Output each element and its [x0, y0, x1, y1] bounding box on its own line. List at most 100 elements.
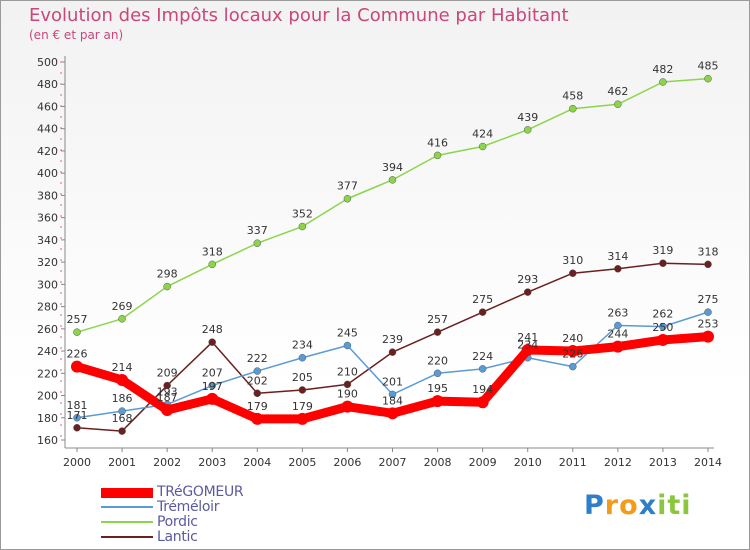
data-point-3-8 [433, 328, 442, 336]
data-point-3-14 [704, 260, 712, 269]
data-label-0-1: 214 [112, 361, 133, 374]
data-point-2-5 [298, 222, 307, 231]
chart-title: Evolution des Impôts locaux pour la Comm… [29, 5, 569, 26]
data-label-3-2: 209 [157, 367, 178, 380]
data-point-1-7 [388, 390, 397, 399]
data-point-1-0 [73, 414, 81, 422]
data-point-3-4 [253, 389, 262, 398]
y-tick-label: 200 [37, 390, 58, 403]
data-label-1-0: 181 [67, 399, 88, 412]
data-label-1-14: 275 [698, 293, 719, 306]
data-point-3-12 [614, 265, 622, 273]
data-label-0-6: 190 [337, 388, 358, 401]
x-tick-label: 2012 [604, 456, 632, 469]
data-label-2-10: 439 [517, 111, 538, 124]
data-label-1-11: 226 [562, 348, 583, 361]
data-point-3-13 [659, 259, 667, 267]
data-label-2-14: 485 [698, 60, 719, 73]
y-tick-label: 220 [37, 367, 58, 380]
data-point-0-0 [71, 360, 83, 373]
y-tick-label: 300 [37, 278, 58, 291]
logo-letter-5: t [667, 490, 682, 521]
data-label-0-13: 250 [652, 321, 673, 334]
data-point-3-10 [523, 288, 532, 296]
data-label-0-7: 184 [382, 394, 403, 407]
data-label-0-12: 244 [607, 328, 628, 341]
data-label-3-14: 318 [698, 245, 719, 258]
data-point-0-1 [116, 373, 129, 386]
data-label-3-5: 205 [292, 371, 313, 384]
data-label-3-12: 314 [607, 250, 628, 263]
data-point-0-13 [656, 333, 669, 346]
data-label-2-9: 424 [472, 127, 493, 140]
x-tick-label: 2005 [288, 456, 316, 469]
data-point-0-8 [431, 395, 444, 408]
y-tick-label: 420 [37, 145, 58, 158]
data-point-2-2 [163, 282, 171, 291]
y-tick-label: 500 [37, 56, 58, 69]
data-label-2-6: 377 [337, 180, 358, 193]
data-label-0-10: 241 [517, 331, 538, 344]
data-label-0-5: 179 [292, 400, 313, 413]
data-point-1-3 [208, 381, 216, 390]
y-tick-label: 320 [37, 256, 58, 269]
data-point-2-13 [659, 78, 667, 86]
logo-letter-4: i [657, 490, 668, 521]
series-line-2 [76, 77, 709, 333]
data-label-3-10: 293 [517, 273, 538, 286]
data-label-1-6: 245 [337, 327, 358, 340]
data-label-0-9: 194 [472, 383, 493, 396]
data-label-2-0: 257 [67, 313, 88, 326]
data-label-0-2: 187 [157, 391, 178, 404]
data-label-0-14: 253 [698, 318, 719, 331]
data-label-1-10: 234 [517, 339, 538, 352]
y-tick-label: 160 [37, 434, 58, 447]
data-point-1-9 [478, 365, 487, 373]
x-tick-label: 2010 [514, 456, 542, 469]
data-label-1-5: 234 [292, 339, 313, 352]
data-point-0-11 [566, 345, 579, 358]
data-point-2-3 [208, 260, 216, 269]
legend-swatch-3 [101, 536, 153, 538]
data-point-2-0 [73, 328, 81, 336]
data-point-3-11 [569, 269, 577, 277]
data-point-0-10 [521, 343, 534, 356]
data-label-2-7: 394 [382, 161, 403, 174]
data-label-0-0: 226 [67, 348, 88, 361]
data-label-3-0: 171 [67, 409, 88, 422]
data-label-1-12: 263 [607, 306, 628, 319]
x-tick-label: 2002 [153, 456, 181, 469]
data-label-1-13: 262 [652, 308, 673, 321]
data-label-2-5: 352 [292, 208, 313, 221]
y-tick-label: 260 [37, 323, 58, 336]
y-tick-label: 480 [37, 78, 58, 91]
data-point-3-3 [208, 338, 216, 346]
y-tick-label: 460 [37, 100, 58, 113]
y-tick-label: 180 [37, 412, 58, 425]
x-tick-label: 2011 [559, 456, 587, 469]
data-point-1-8 [433, 369, 442, 378]
data-label-1-1: 186 [112, 392, 133, 405]
data-point-0-6 [341, 400, 354, 413]
data-point-2-4 [253, 239, 262, 247]
data-label-0-8: 195 [427, 382, 448, 395]
data-label-1-8: 220 [427, 354, 448, 367]
y-tick-label: 360 [37, 212, 58, 225]
y-tick-label: 440 [37, 123, 58, 136]
x-tick-label: 2014 [694, 456, 722, 469]
data-label-1-2: 193 [157, 385, 178, 398]
logo-letter-6: i [681, 490, 692, 521]
data-point-0-2 [161, 403, 174, 416]
data-label-2-1: 269 [112, 300, 133, 313]
data-point-3-5 [298, 386, 307, 394]
logo-letter-2: o [619, 490, 639, 521]
data-point-1-4 [253, 367, 262, 375]
data-point-3-7 [388, 348, 397, 356]
data-point-0-9 [476, 396, 489, 409]
data-point-2-14 [704, 74, 712, 83]
data-label-2-13: 482 [652, 63, 673, 76]
data-point-2-8 [433, 151, 442, 160]
data-point-0-7 [386, 407, 399, 420]
data-point-3-0 [73, 424, 81, 432]
